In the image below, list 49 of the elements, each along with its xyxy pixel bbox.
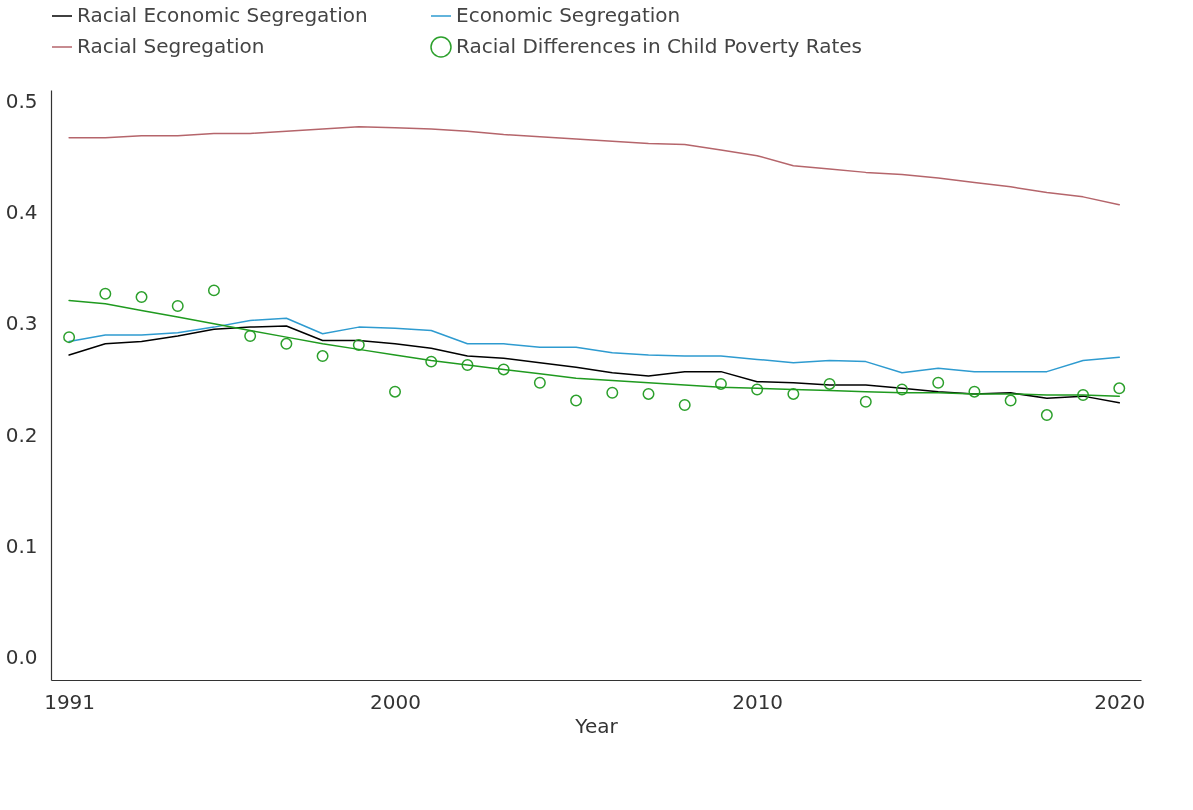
line-series — [68, 325, 1121, 404]
point — [280, 337, 293, 350]
point — [316, 350, 329, 363]
legend-label: Racial Segregation — [77, 34, 265, 58]
point — [352, 338, 365, 351]
y-tick-label: 0.5 — [5, 88, 38, 113]
point — [859, 395, 872, 408]
y-tick-label: 0.2 — [5, 422, 38, 447]
line-series — [68, 299, 1121, 397]
point — [63, 331, 76, 344]
legend-label: Economic Segregation — [456, 3, 681, 27]
y-tick-label: 0.1 — [5, 533, 38, 558]
line-series — [68, 317, 1121, 374]
point — [171, 299, 184, 312]
point — [244, 330, 257, 342]
x-tick-label: 2010 — [732, 689, 784, 714]
x-tick-label: 2000 — [370, 689, 421, 714]
x-tick-label: 1991 — [44, 689, 96, 714]
x-tick-label: 2020 — [1094, 689, 1146, 714]
point — [606, 386, 619, 399]
point — [389, 385, 402, 398]
point — [968, 385, 981, 398]
y-tick-label: 0.0 — [5, 645, 38, 670]
point — [1077, 389, 1090, 401]
point — [751, 383, 764, 396]
point — [497, 363, 510, 376]
line-series — [68, 125, 1121, 206]
x-axis-title: Year — [574, 713, 619, 738]
point — [932, 376, 945, 389]
point — [461, 358, 474, 371]
point — [207, 284, 220, 297]
point — [787, 387, 800, 400]
point — [99, 287, 112, 300]
point — [678, 399, 691, 412]
legend-label: Racial Economic Segregation — [77, 3, 368, 27]
point — [533, 376, 546, 389]
legend-label: Racial Differences in Child Poverty Rates — [456, 34, 862, 58]
point — [135, 291, 148, 304]
point — [714, 377, 727, 390]
point — [823, 377, 836, 390]
y-tick-label: 0.4 — [5, 199, 38, 224]
point — [1113, 382, 1126, 395]
point — [1004, 394, 1017, 407]
point — [1040, 409, 1053, 422]
y-tick-label: 0.3 — [5, 311, 38, 336]
point — [425, 355, 438, 368]
point — [570, 394, 583, 407]
point — [642, 387, 655, 400]
point — [896, 383, 908, 396]
